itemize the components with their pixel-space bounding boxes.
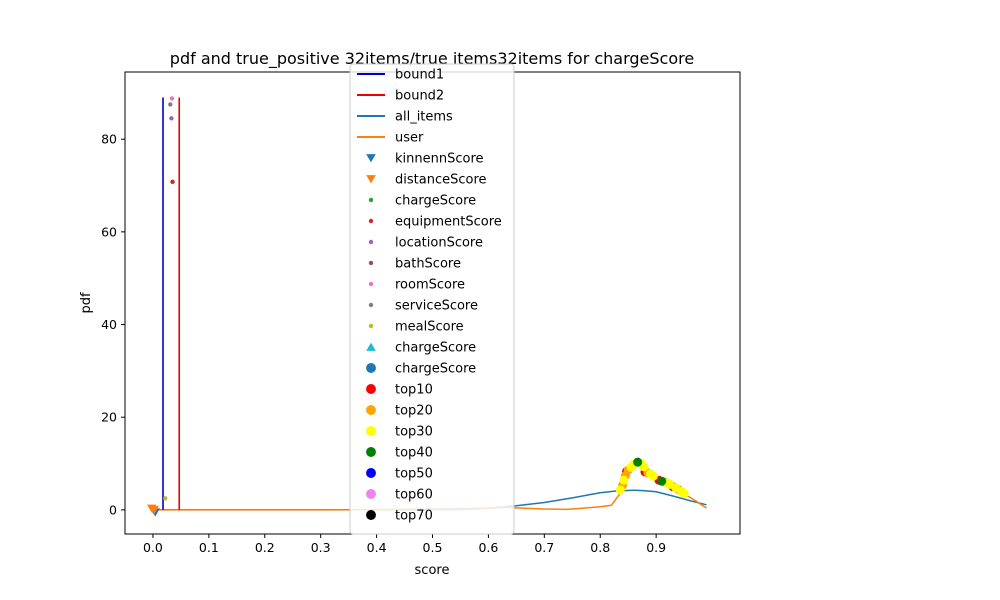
legend-swatch — [368, 302, 374, 308]
data-point-roomScore — [169, 96, 175, 101]
legend-label: top10 — [395, 383, 433, 398]
legend-swatch — [366, 447, 376, 457]
legend-swatch — [366, 468, 376, 478]
legend-label: kinnennScore — [395, 152, 484, 167]
data-point-locationScore — [169, 116, 174, 121]
legend-label: top50 — [395, 467, 433, 482]
x-tick-label: 0.4 — [367, 540, 387, 555]
legend-swatch — [366, 510, 376, 520]
x-axis-label: score — [415, 563, 450, 578]
data-point-distanceScore — [149, 506, 159, 515]
data-point-top30 — [615, 485, 625, 495]
y-tick-label: 20 — [101, 410, 117, 425]
data-point-top30 — [648, 471, 658, 481]
legend-label: equipmentScore — [395, 215, 502, 230]
legend-swatch — [366, 489, 376, 499]
data-point-serviceScore — [168, 102, 173, 107]
data-point-top30 — [679, 489, 689, 499]
legend-swatch — [366, 342, 376, 351]
x-axis: 0.0 0.1 0.2 0.3 0.4 0.5 0.6 0.7 0.8 0.9 — [143, 534, 666, 555]
legend-label: serviceScore — [395, 299, 478, 314]
legend-swatch — [368, 218, 374, 224]
legend-label: locationScore — [395, 236, 483, 251]
legend-label: top40 — [395, 446, 433, 461]
legend-swatch — [368, 323, 374, 329]
legend-label: top60 — [395, 488, 433, 503]
legend-label: all_items — [395, 110, 453, 125]
y-axis: 0 20 40 60 80 — [101, 132, 125, 517]
y-tick-label: 60 — [101, 224, 117, 239]
legend-label: chargeScore — [395, 194, 476, 209]
legend-swatch — [366, 405, 376, 415]
legend-label: top30 — [395, 425, 433, 440]
x-tick-label: 0.7 — [534, 540, 554, 555]
data-point-top40 — [633, 457, 643, 467]
legend-label: chargeScore — [395, 362, 476, 377]
legend-label: bathScore — [395, 257, 461, 272]
legend-swatch — [368, 239, 374, 245]
y-tick-label: 40 — [101, 317, 117, 332]
legend-label: distanceScore — [395, 173, 487, 188]
legend-swatch — [366, 363, 376, 373]
data-point-equipmentScore — [170, 179, 175, 185]
x-tick-label: 0.8 — [590, 540, 610, 555]
data-point-top40 — [657, 476, 667, 486]
legend-label: roomScore — [395, 278, 465, 293]
x-tick-label: 0.2 — [255, 540, 275, 555]
data-point-mealScore — [163, 496, 168, 501]
legend-swatch — [366, 175, 376, 184]
legend-label: mealScore — [395, 320, 464, 335]
legend-label: user — [395, 131, 424, 146]
y-axis-label: pdf — [79, 292, 94, 314]
legend-label: top20 — [395, 404, 433, 419]
x-tick-label: 0.5 — [423, 540, 443, 555]
data-point-top30 — [639, 462, 649, 472]
legend-swatch — [366, 426, 376, 436]
chart-title: pdf and true_positive 32items/true items… — [170, 49, 694, 69]
legend-frame — [349, 63, 515, 535]
x-tick-label: 0.0 — [143, 540, 163, 555]
legend-label: chargeScore — [395, 341, 476, 356]
legend-swatch — [368, 197, 374, 203]
y-tick-label: 80 — [101, 132, 117, 147]
legend-swatch — [368, 260, 374, 266]
legend-label: top70 — [395, 509, 433, 524]
x-tick-label: 0.9 — [646, 540, 666, 555]
x-tick-label: 0.1 — [199, 540, 219, 555]
legend-swatch — [366, 384, 376, 394]
legend-swatch — [366, 154, 376, 163]
plot-content — [147, 96, 707, 517]
data-point-top30 — [619, 475, 629, 485]
legend-label: bound1 — [395, 68, 444, 83]
x-tick-label: 0.6 — [478, 540, 498, 555]
y-tick-label: 0 — [109, 502, 117, 517]
legend-swatch — [368, 281, 374, 287]
x-tick-label: 0.3 — [311, 540, 331, 555]
legend-label: bound2 — [395, 89, 444, 104]
